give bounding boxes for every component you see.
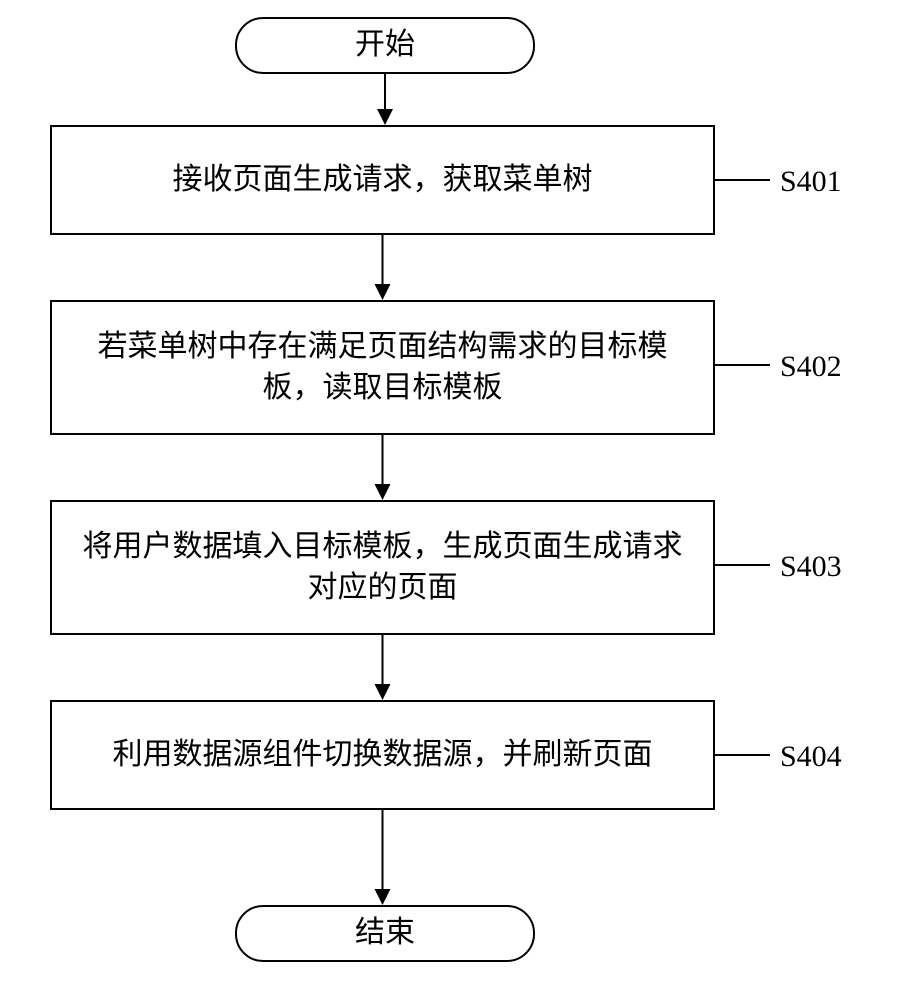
step-label-s403: S403 [780,550,842,584]
process-s404: 利用数据源组件切换数据源，并刷新页面 [50,700,715,810]
start-text: 开始 [355,25,415,66]
process-s403: 将用户数据填入目标模板，生成页面生成请求对应的页面 [50,500,715,635]
process-s402-text: 若菜单树中存在满足页面结构需求的目标模板，读取目标模板 [70,327,695,408]
flowchart-canvas: 开始 接收页面生成请求，获取菜单树 若菜单树中存在满足页面结构需求的目标模板，读… [0,0,914,1000]
start-terminator: 开始 [235,17,535,74]
process-s403-text: 将用户数据填入目标模板，生成页面生成请求对应的页面 [70,527,695,608]
end-terminator: 结束 [235,905,535,962]
step-label-s404: S404 [780,740,842,774]
end-text: 结束 [355,913,415,954]
process-s404-text: 利用数据源组件切换数据源，并刷新页面 [113,735,653,776]
process-s402: 若菜单树中存在满足页面结构需求的目标模板，读取目标模板 [50,300,715,435]
process-s401: 接收页面生成请求，获取菜单树 [50,125,715,235]
process-s401-text: 接收页面生成请求，获取菜单树 [173,160,593,201]
step-label-s402: S402 [780,350,842,384]
step-label-s401: S401 [780,165,842,199]
